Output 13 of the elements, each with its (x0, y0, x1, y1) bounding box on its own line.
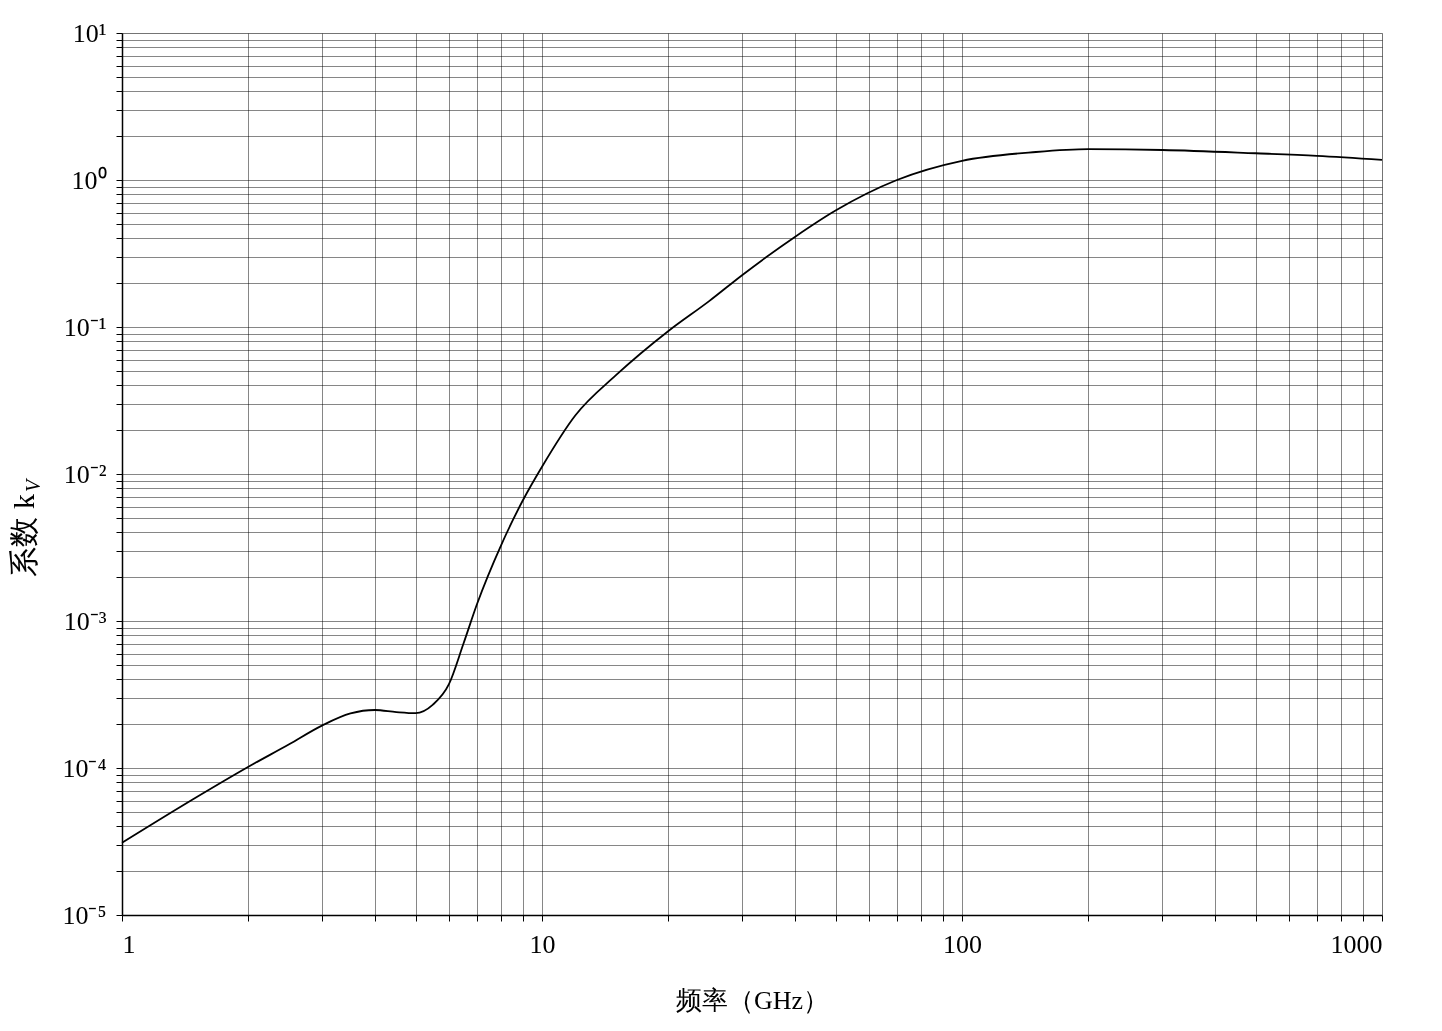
y-axis-title: 系数 kV (7, 477, 44, 577)
x-tick-label: 10 (529, 929, 556, 959)
x-axis-title: 频率（GHz） (675, 985, 830, 1015)
y-tick-label: 10⁻⁴ (62, 753, 107, 783)
y-tick-label: 10⁻¹ (63, 312, 107, 342)
x-tick-label: 1000 (1330, 929, 1383, 959)
y-tick-label: 10¹ (72, 18, 107, 48)
y-tick-label: 10⁻³ (63, 606, 107, 636)
x-tick-label: 1 (122, 929, 136, 959)
x-tick-label: 100 (943, 929, 982, 959)
y-tick-label: 10⁻⁵ (62, 900, 107, 930)
y-tick-label: 10⁻² (63, 459, 107, 489)
y-tick-label: 10⁰ (71, 165, 107, 195)
